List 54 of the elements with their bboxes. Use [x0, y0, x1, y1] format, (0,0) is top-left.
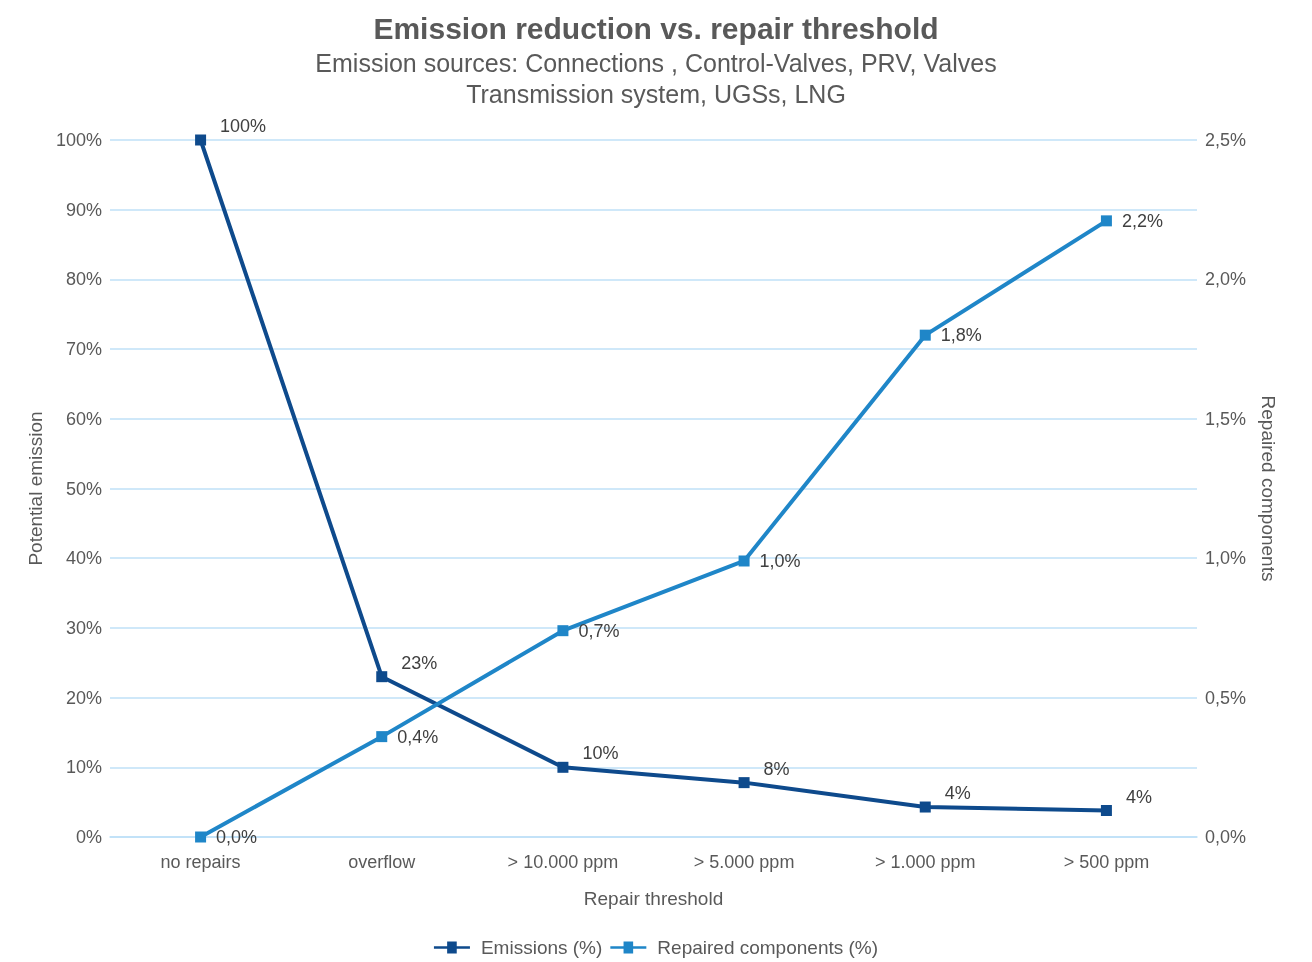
point: [376, 671, 388, 683]
y-tick-label: 50%: [65, 478, 102, 499]
data-label: 8%: [763, 758, 790, 779]
point: [195, 831, 207, 843]
y-tick-label: 10%: [65, 757, 102, 778]
point: [1100, 215, 1112, 227]
point: [919, 329, 931, 341]
x-tick-label: overflow: [348, 852, 417, 872]
y2-axis-title: Repaired components: [1258, 395, 1279, 582]
y-tick-label: 100%: [55, 130, 102, 150]
point: [919, 801, 931, 813]
y-tick-label: 70%: [65, 339, 102, 360]
data-label: 2,2%: [1121, 210, 1163, 231]
data-label: 23%: [401, 652, 438, 673]
y2-tick-label: 1,5%: [1205, 408, 1247, 429]
y-tick-label: 20%: [65, 687, 102, 708]
chart-title: Emission reduction vs. repair threshold: [373, 11, 939, 45]
point: [738, 777, 750, 789]
data-label: 4%: [944, 783, 971, 804]
data-label: 4%: [1125, 786, 1152, 807]
x-axis-title: Repair threshold: [583, 888, 724, 909]
y-tick-label: 90%: [65, 199, 102, 220]
y2-tick-label: 1,0%: [1205, 548, 1247, 569]
data-label: 1,0%: [759, 550, 801, 571]
data-label: 10%: [582, 743, 619, 764]
data-label: 0,4%: [397, 726, 439, 747]
point: [557, 761, 569, 773]
x-tick-label: > 10.000 ppm: [507, 852, 619, 872]
x-tick-label: > 500 ppm: [1063, 852, 1150, 872]
point: [195, 134, 207, 146]
legend-label: Repaired components (%): [657, 937, 879, 958]
point: [1100, 805, 1112, 817]
point: [738, 555, 750, 567]
y2-tick-label: 2,5%: [1205, 130, 1247, 150]
x-tick-label: > 1.000 ppm: [874, 852, 976, 872]
data-label: 1,8%: [940, 325, 982, 346]
data-label: 100%: [220, 116, 267, 136]
y2-tick-label: 2,0%: [1205, 269, 1247, 290]
data-label: 0,7%: [578, 620, 620, 641]
point: [376, 731, 388, 743]
y-tick-label: 80%: [65, 269, 102, 290]
y2-tick-label: 0,5%: [1205, 687, 1247, 708]
x-tick-label: no repairs: [160, 852, 241, 872]
y-tick-label: 0%: [75, 827, 102, 847]
y2-tick-label: 0,0%: [1205, 827, 1247, 847]
y-axis-title: Potential emission: [25, 411, 47, 566]
x-tick-label: > 5.000 ppm: [693, 852, 795, 872]
legend-label: Emissions (%): [480, 937, 603, 958]
y-tick-label: 60%: [65, 408, 102, 429]
data-label: 0,0%: [216, 827, 258, 847]
point: [557, 625, 569, 637]
y-tick-label: 30%: [65, 617, 102, 638]
y-tick-label: 40%: [65, 548, 102, 569]
chart-subtitle: Emission sources: Connections , Control-Valves, PRV, Valves Transmission system, UGSs, LNG: [315, 48, 997, 108]
